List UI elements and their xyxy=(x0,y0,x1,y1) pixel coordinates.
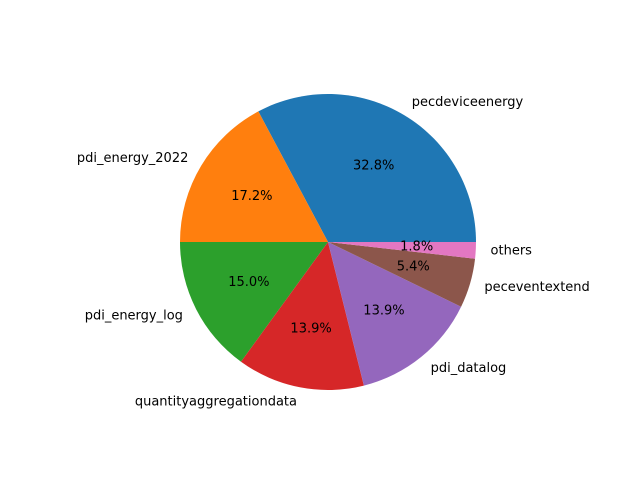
slice-label-pecdeviceenergy: pecdeviceenergy xyxy=(412,95,524,110)
slice-label-quantityaggregationdata: quantityaggregationdata xyxy=(135,394,297,409)
slice-label-others: others xyxy=(491,244,533,259)
pie-slice-quantityaggregationdata xyxy=(241,242,364,390)
pie-slice-pdi-datalog xyxy=(328,242,462,386)
pie-slice-pecdeviceenergy xyxy=(258,94,476,242)
pie-slice-pdi-energy-log xyxy=(180,242,328,362)
slice-label-pdi-energy-log: pdi_energy_log xyxy=(85,308,183,323)
slice-percent-pdi-energy-log: 15.0% xyxy=(228,275,269,290)
pie-slice-others xyxy=(328,242,476,259)
slice-label-peceventextend: peceventextend xyxy=(484,280,589,295)
slice-percent-peceventextend: 5.4% xyxy=(397,259,430,274)
slice-percent-pdi-energy-2022: 17.2% xyxy=(231,189,272,204)
slice-percent-pecdeviceenergy: 32.8% xyxy=(353,158,394,173)
pie-slice-peceventextend xyxy=(328,242,476,307)
slice-percent-others: 1.8% xyxy=(400,240,433,255)
slice-label-pdi-datalog: pdi_datalog xyxy=(431,361,507,376)
slice-label-pdi-energy-2022: pdi_energy_2022 xyxy=(77,151,189,166)
slice-percent-pdi-datalog: 13.9% xyxy=(363,303,404,318)
slice-percent-quantityaggregationdata: 13.9% xyxy=(290,322,331,337)
pie-slice-pdi-energy-2022 xyxy=(180,111,328,242)
